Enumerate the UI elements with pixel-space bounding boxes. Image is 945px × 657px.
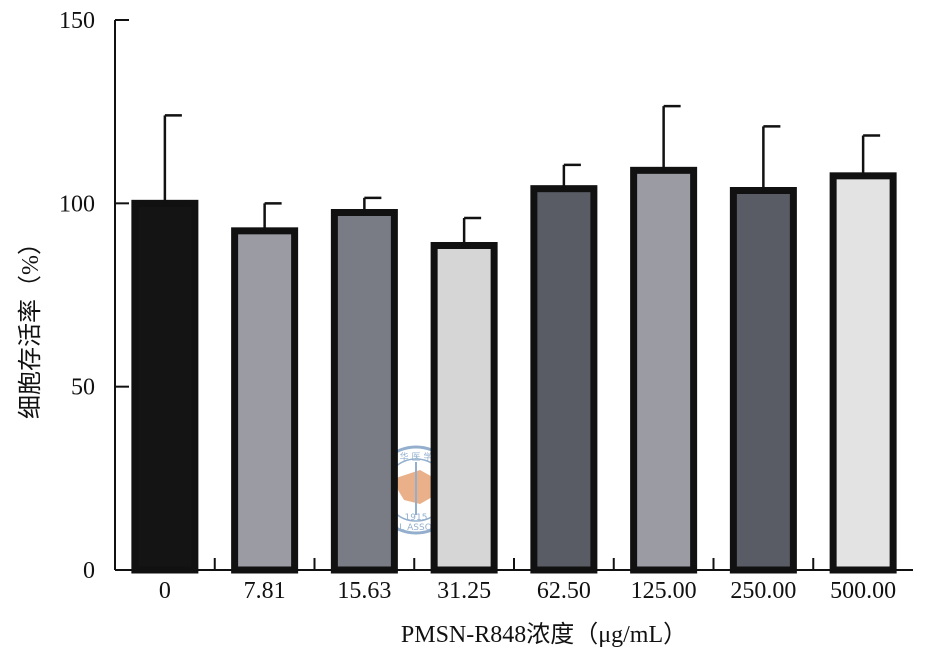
bars: [131, 104, 897, 574]
bar-250.00: [729, 187, 797, 574]
bar-31.25: [430, 242, 498, 574]
y-axis-title: 细胞存活率（%）: [17, 231, 44, 419]
x-tick-label: 7.81: [244, 578, 286, 604]
x-tick-label: 62.50: [537, 578, 591, 604]
x-tick-label: 15.63: [337, 578, 391, 604]
y-tick-label: 100: [59, 191, 95, 217]
x-tick-label: 125.00: [631, 578, 697, 604]
bar-125.00: [630, 166, 698, 574]
y-tick-label: 50: [71, 375, 95, 401]
labels: 0 50 100 150 0 7.81 15.63 31.25 62.50 125.00 250.0…: [17, 8, 896, 648]
x-tick-label: 31.25: [437, 578, 491, 604]
bar-7.81: [231, 227, 299, 574]
watermark-top-text: 华 医 学: [400, 451, 433, 463]
y-tick-label: 150: [59, 8, 95, 34]
bar-0: [131, 199, 199, 574]
bar-500.00: [829, 172, 897, 574]
x-tick-label: 250.00: [730, 578, 796, 604]
association-seal-watermark: 华 医 学 1915 MEDICAL ASSOCIATION: [364, 445, 468, 535]
bar-62.50: [530, 185, 598, 574]
x-tick-label: 0: [159, 578, 171, 604]
watermark-bottom-text: MEDICAL ASSOCIATION: [364, 523, 468, 533]
x-axis-title: PMSN-R848浓度（μg/mL）: [401, 621, 687, 648]
x-tick-label: 500.00: [830, 578, 896, 604]
bar-15.63: [330, 209, 398, 574]
y-tick-label: 0: [83, 558, 95, 584]
watermark-year-text: 1915: [405, 513, 428, 523]
